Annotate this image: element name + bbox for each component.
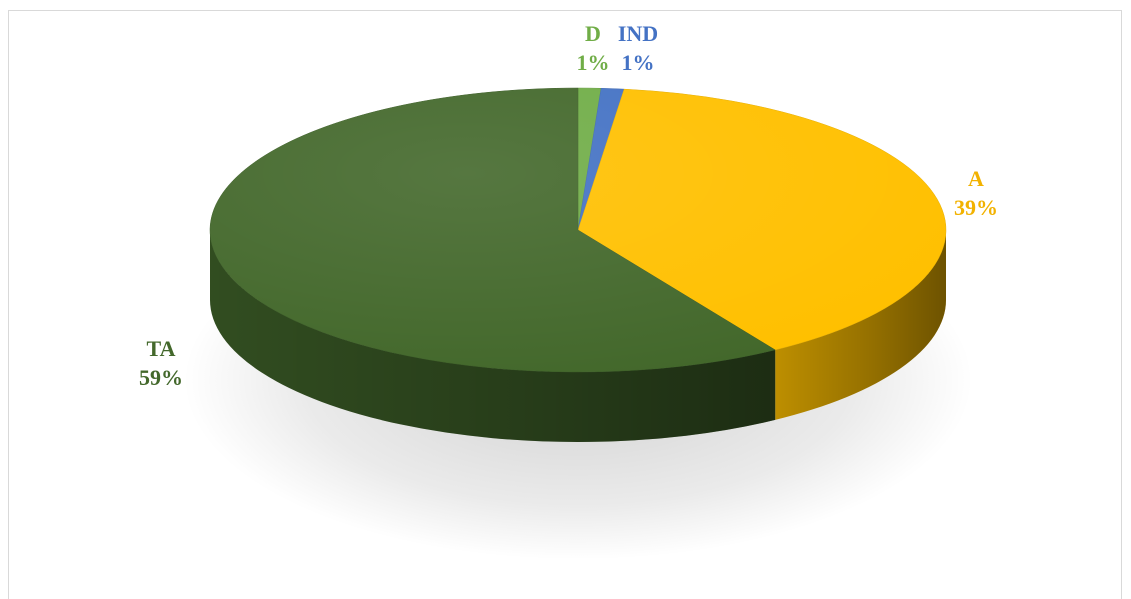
slice-percent-ind: 1% bbox=[622, 50, 655, 75]
slice-percent-d: 1% bbox=[577, 50, 610, 75]
side-wall-shading-a bbox=[775, 230, 946, 420]
slice-label-a: A bbox=[968, 166, 984, 191]
pie-tops bbox=[209, 87, 947, 373]
side-wall-shading-ta bbox=[210, 230, 776, 442]
pie-labels: D 1% IND 1% A 39% TA 59% bbox=[139, 21, 998, 390]
pie-sides bbox=[210, 230, 946, 442]
slice-label-d: D bbox=[585, 21, 601, 46]
slice-label-ta: TA bbox=[147, 336, 176, 361]
pie-top-shine bbox=[210, 88, 946, 372]
slice-percent-a: 39% bbox=[954, 195, 998, 220]
slice-label-ind: IND bbox=[618, 21, 658, 46]
slice-percent-ta: 59% bbox=[139, 365, 183, 390]
